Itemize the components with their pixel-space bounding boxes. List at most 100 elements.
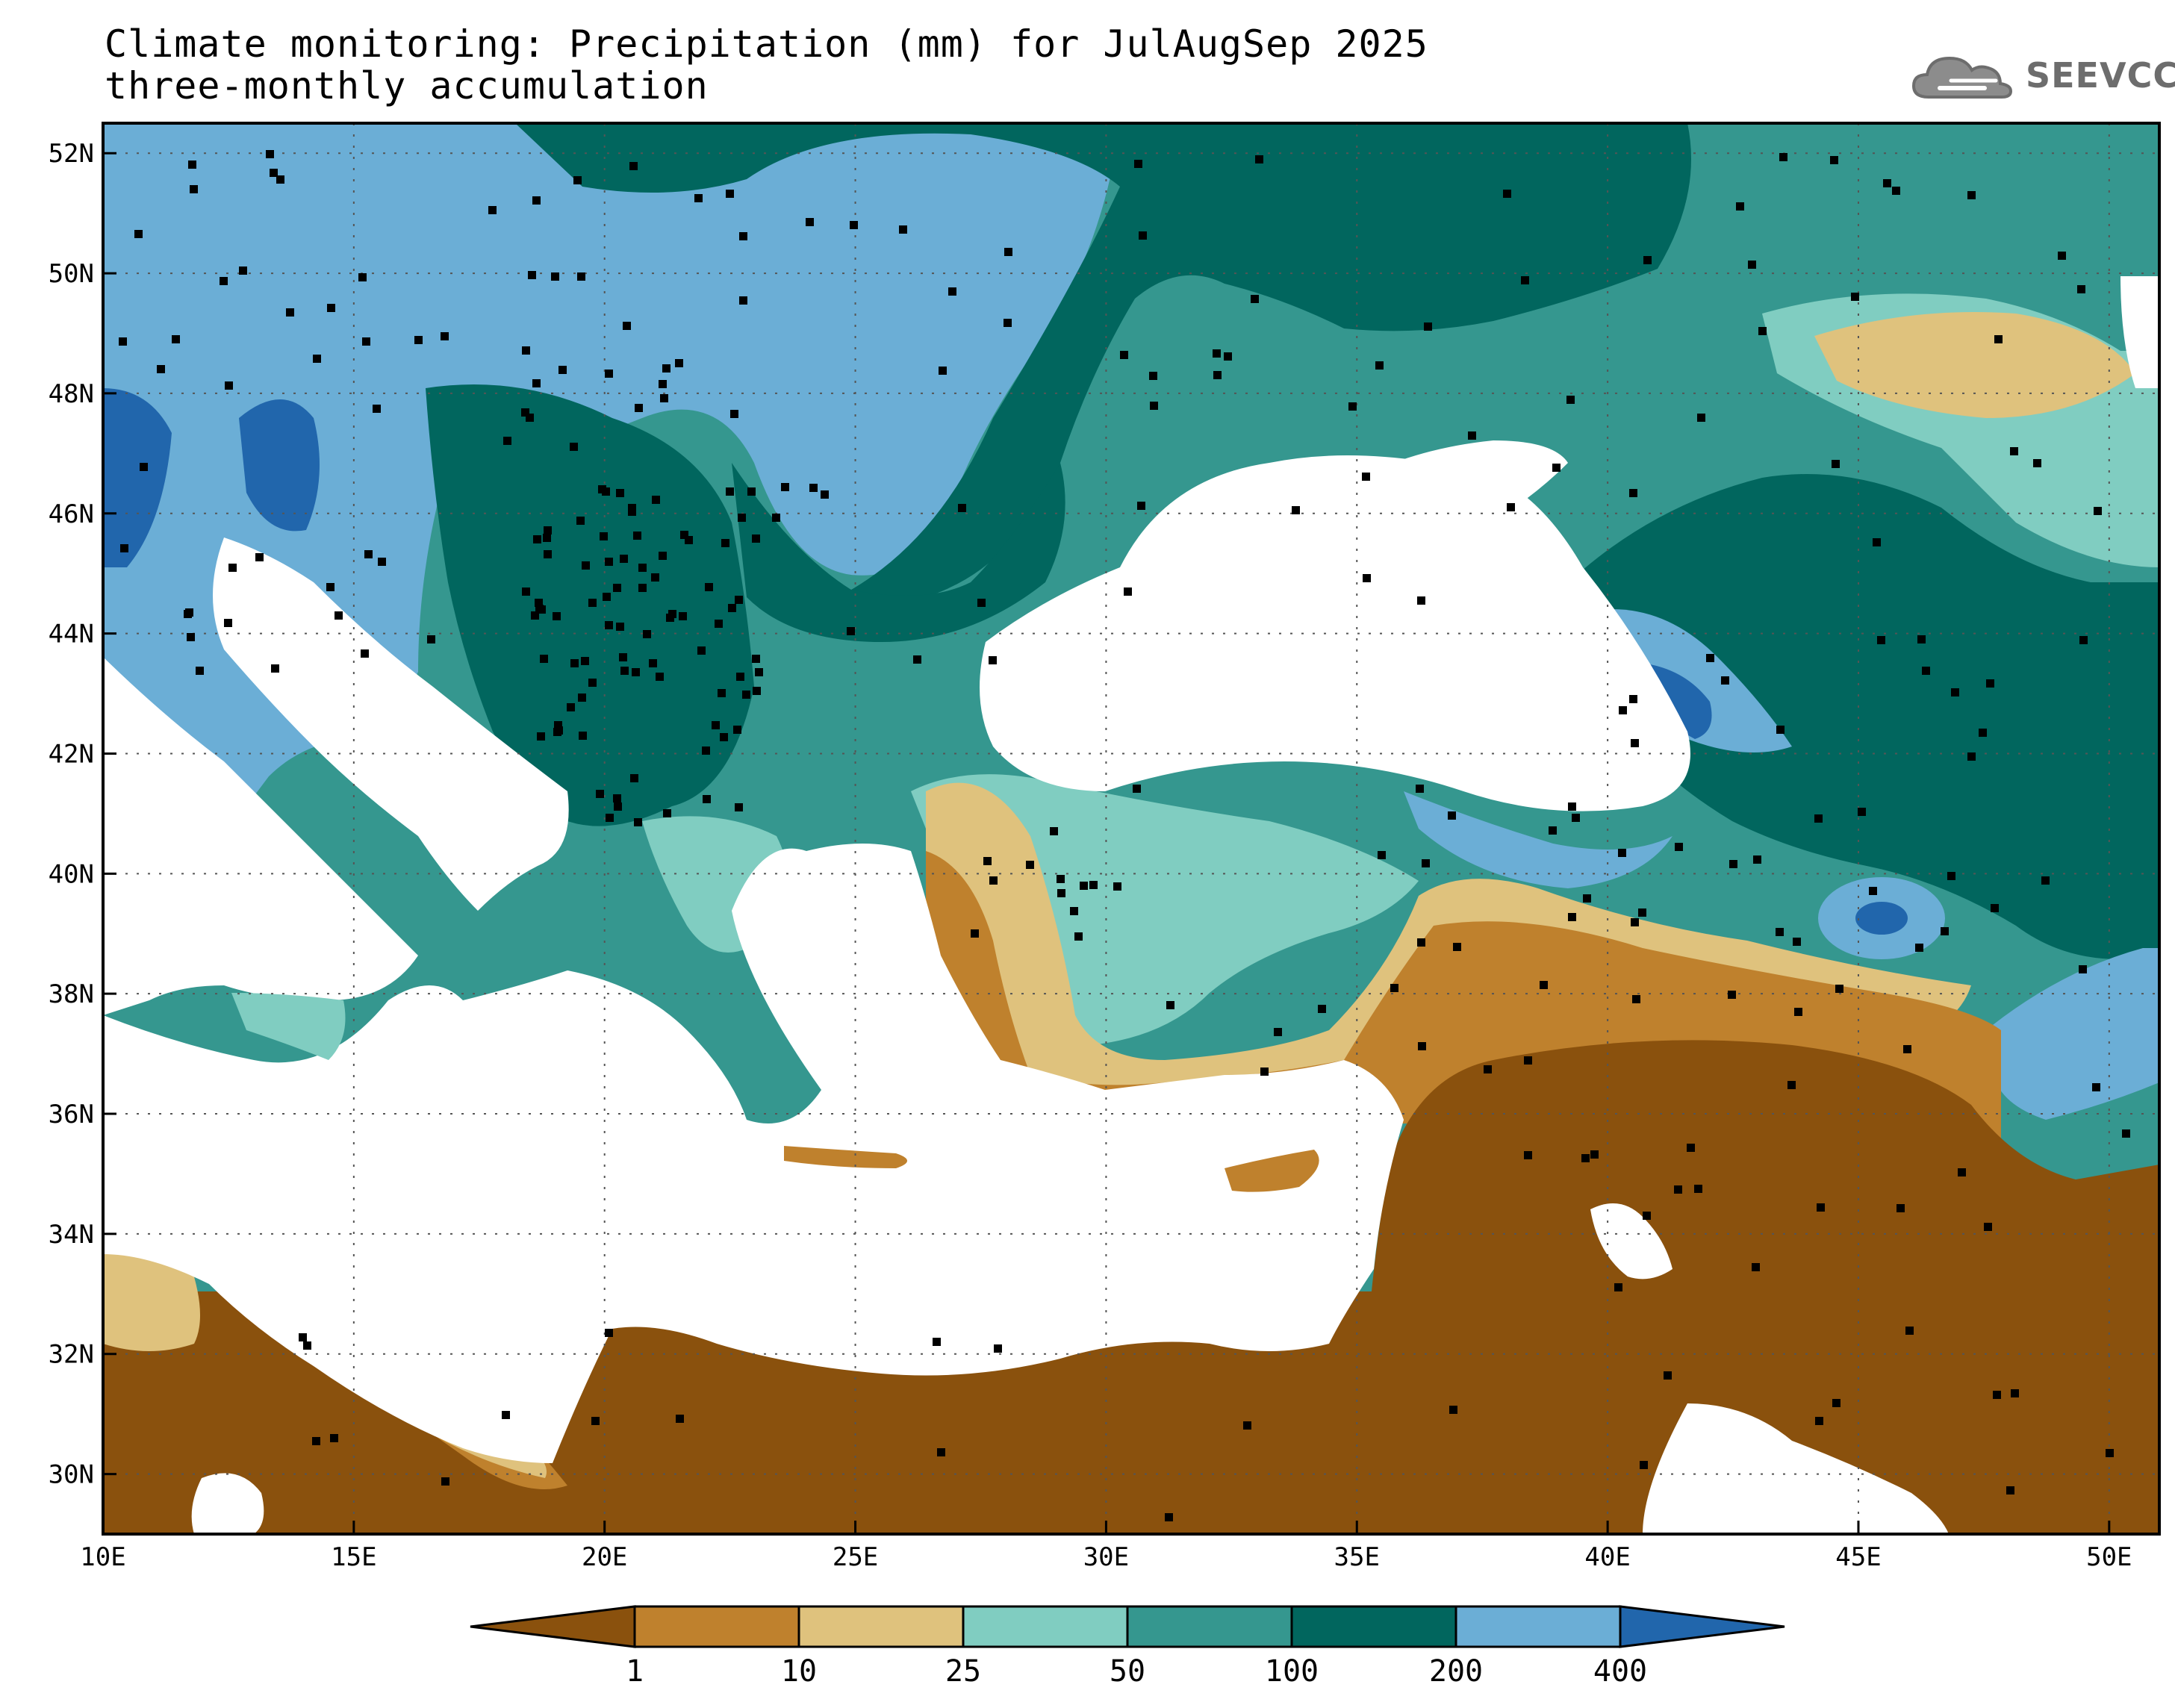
station-marker — [220, 277, 228, 285]
station-marker — [1568, 802, 1576, 811]
station-marker — [553, 612, 561, 620]
station-marker — [850, 221, 858, 229]
station-marker — [1417, 938, 1425, 947]
station-marker — [1416, 785, 1424, 793]
station-marker — [605, 558, 613, 566]
station-marker — [1124, 587, 1132, 596]
station-marker — [933, 1338, 941, 1346]
station-marker — [1631, 918, 1639, 926]
y-tick-label: 38N — [49, 979, 94, 1009]
station-marker — [1632, 995, 1640, 1003]
station-marker — [2041, 876, 2050, 885]
x-tick-label: 45E — [1835, 1542, 1881, 1572]
station-marker — [1817, 1203, 1825, 1212]
station-marker — [2006, 1486, 2014, 1494]
colorbar-label: 25 — [945, 1654, 981, 1689]
station-marker — [1675, 843, 1683, 851]
station-marker — [1484, 1065, 1492, 1073]
colorbar-label: 10 — [781, 1654, 817, 1689]
station-marker — [570, 659, 579, 667]
station-marker — [694, 194, 703, 202]
station-marker — [577, 272, 585, 281]
station-marker — [554, 721, 562, 729]
station-marker — [544, 526, 552, 534]
station-marker — [1793, 938, 1801, 946]
station-marker — [638, 564, 647, 572]
station-marker — [994, 1344, 1002, 1353]
x-axis: 10E 15E 20E 25E 30E 35E 40E 45E 50E — [80, 1521, 2132, 1572]
station-marker — [1503, 190, 1511, 198]
station-marker — [630, 774, 638, 782]
station-marker — [752, 655, 760, 663]
station-marker — [1967, 191, 1976, 199]
station-marker — [1674, 1185, 1682, 1194]
station-marker — [605, 370, 613, 378]
station-marker — [1070, 907, 1078, 915]
station-markers — [119, 150, 2130, 1521]
station-marker — [362, 337, 370, 346]
station-marker — [613, 794, 621, 802]
station-marker — [588, 679, 597, 687]
station-marker — [1274, 1028, 1282, 1036]
station-marker — [948, 287, 956, 296]
station-marker — [937, 1448, 945, 1456]
station-marker — [1896, 1204, 1905, 1212]
station-marker — [327, 304, 335, 312]
station-marker — [679, 612, 687, 620]
station-marker — [2122, 1129, 2130, 1138]
station-marker — [1721, 676, 1729, 685]
y-axis: 52N 50N 48N 46N 44N 42N 40N 38N 36N 34N 32N 30N — [49, 139, 116, 1490]
station-marker — [1363, 574, 1371, 582]
colorbar-segment — [470, 1605, 636, 1648]
station-marker — [726, 487, 734, 496]
colorbar-segment — [1454, 1605, 1622, 1648]
station-marker — [427, 635, 435, 643]
station-marker — [718, 689, 726, 697]
field-levant-brown — [1359, 1040, 2159, 1534]
station-marker — [847, 627, 855, 635]
station-marker — [1213, 349, 1221, 358]
station-marker — [1133, 785, 1141, 793]
station-marker — [1348, 402, 1357, 411]
station-marker — [441, 332, 449, 340]
station-marker — [781, 483, 789, 491]
station-marker — [635, 404, 643, 412]
station-marker — [535, 599, 543, 607]
y-tick-label: 34N — [49, 1220, 94, 1250]
station-marker — [1137, 502, 1145, 510]
station-marker — [659, 552, 667, 560]
y-tick-label: 36N — [49, 1100, 94, 1129]
station-marker — [1994, 335, 2003, 343]
station-marker — [821, 490, 829, 499]
station-marker — [1736, 202, 1744, 211]
station-marker — [591, 1417, 600, 1425]
y-tick-label: 50N — [49, 259, 94, 289]
station-marker — [1549, 826, 1557, 835]
station-marker — [726, 190, 734, 198]
station-marker — [578, 694, 586, 702]
station-marker — [606, 814, 614, 822]
station-marker — [543, 534, 551, 542]
station-marker — [1758, 327, 1767, 335]
station-marker — [628, 508, 636, 516]
station-marker — [1318, 1005, 1326, 1013]
station-marker — [414, 336, 423, 344]
colorbar-segment — [962, 1605, 1129, 1648]
station-marker — [772, 514, 780, 522]
station-marker — [715, 620, 723, 628]
station-marker — [1776, 726, 1785, 734]
station-marker — [1166, 1001, 1174, 1009]
station-marker — [983, 857, 992, 865]
y-tick-label: 42N — [49, 739, 94, 769]
station-marker — [140, 463, 148, 471]
colorbar-label: 400 — [1593, 1654, 1647, 1689]
station-marker — [702, 747, 710, 755]
field-alps-darkblue — [239, 399, 320, 532]
station-marker — [551, 272, 559, 281]
station-marker — [1568, 913, 1576, 921]
x-tick-label: 35E — [1334, 1542, 1380, 1572]
station-marker — [656, 673, 664, 681]
station-marker — [1915, 944, 1923, 952]
station-marker — [659, 380, 667, 388]
station-marker — [1572, 814, 1580, 822]
